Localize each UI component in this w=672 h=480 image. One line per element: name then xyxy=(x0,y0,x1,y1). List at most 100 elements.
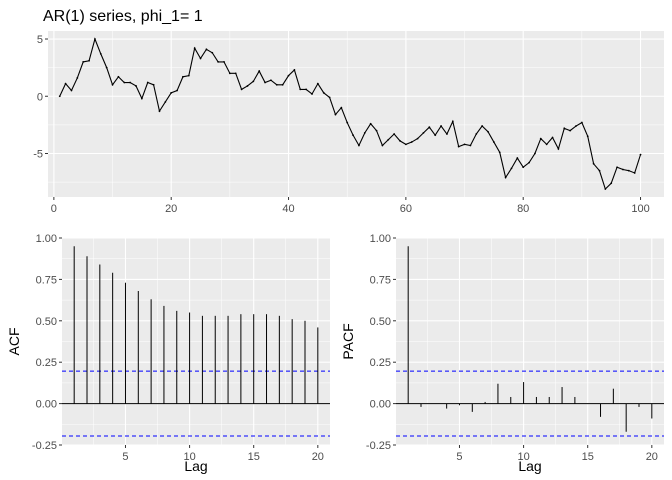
panel-background xyxy=(48,31,664,197)
series-point xyxy=(446,133,448,135)
series-point xyxy=(528,161,530,164)
series-point xyxy=(451,120,454,123)
series-point xyxy=(199,57,202,60)
series-point xyxy=(539,137,542,140)
x-tick-label: 20 xyxy=(646,451,658,463)
series-point xyxy=(129,81,132,84)
series-point xyxy=(88,59,90,62)
y-tick-label: 0.50 xyxy=(370,316,391,328)
series-point xyxy=(487,130,489,133)
series-point xyxy=(463,143,466,146)
series-point xyxy=(510,167,513,170)
x-tick-label: 10 xyxy=(517,451,529,463)
series-point xyxy=(146,81,149,84)
series-point xyxy=(293,69,296,71)
series-point xyxy=(58,95,61,98)
series-point xyxy=(64,82,67,85)
series-point xyxy=(416,137,419,140)
series-point xyxy=(228,72,231,75)
series-point xyxy=(586,135,589,138)
series-point xyxy=(322,91,325,94)
y-tick-label: 0.00 xyxy=(36,399,57,411)
series-point xyxy=(627,169,630,172)
series-point xyxy=(633,172,636,174)
series-point xyxy=(375,129,378,132)
x-tick-label: 60 xyxy=(400,203,412,215)
series-point xyxy=(258,70,261,72)
series-point xyxy=(316,82,319,85)
series-point xyxy=(211,51,214,54)
series-point xyxy=(492,141,495,143)
x-tick-label: 15 xyxy=(248,451,260,463)
series-point xyxy=(440,125,442,127)
series-point xyxy=(639,153,642,156)
series-point xyxy=(135,85,137,87)
series-point xyxy=(234,72,237,75)
series-point xyxy=(610,182,613,185)
series-point xyxy=(111,83,114,86)
y-tick-label: 0 xyxy=(37,91,43,103)
series-point xyxy=(105,66,108,69)
series-point xyxy=(264,81,266,84)
chart-title: AR(1) series, phi_1= 1 xyxy=(43,8,203,25)
series-point xyxy=(99,52,102,55)
series-point xyxy=(410,141,413,143)
series-point xyxy=(381,144,384,147)
x-axis-label: Lag xyxy=(518,458,541,474)
series-point xyxy=(152,83,155,86)
series-point xyxy=(363,131,366,134)
series-point xyxy=(246,85,249,87)
series-point xyxy=(281,83,284,86)
series-point xyxy=(534,152,536,155)
series-point xyxy=(193,47,196,50)
series-point xyxy=(545,143,548,146)
x-tick-label: 0 xyxy=(51,203,57,215)
y-tick-label: 5 xyxy=(37,34,43,46)
y-tick-label: -0.25 xyxy=(366,440,391,452)
series-point xyxy=(182,75,184,78)
series-point xyxy=(76,77,79,79)
y-tick-label: 0.50 xyxy=(36,316,57,328)
series-point xyxy=(270,79,272,82)
x-tick-label: 20 xyxy=(165,203,177,215)
series-point xyxy=(305,88,308,91)
series-point xyxy=(187,74,190,77)
y-tick-label: 0.75 xyxy=(370,274,391,286)
series-point xyxy=(504,176,507,179)
series-point xyxy=(575,125,577,127)
series-point xyxy=(217,61,220,63)
series-line xyxy=(59,37,642,191)
series-point xyxy=(399,140,401,142)
series-point xyxy=(404,143,407,146)
series-point xyxy=(346,121,349,124)
series-point xyxy=(70,89,73,92)
y-tick-label: 1.00 xyxy=(36,233,57,245)
series-point xyxy=(498,151,501,154)
x-tick-label: 80 xyxy=(517,203,529,215)
series-point xyxy=(580,121,583,124)
series-point xyxy=(340,106,343,109)
y-tick-label: 0.75 xyxy=(36,274,57,286)
series-point xyxy=(164,101,167,103)
series-point xyxy=(592,162,595,165)
y-tick-label: 1.00 xyxy=(370,233,391,245)
series-point xyxy=(475,133,478,135)
series-point xyxy=(428,126,431,129)
series-point xyxy=(252,80,255,83)
series-point xyxy=(457,145,460,148)
series-panel: 0 20 40 60 80 100 -5 0 5 xyxy=(33,31,664,215)
x-tick-label: 40 xyxy=(282,203,294,215)
x-tick-label: 5 xyxy=(456,451,462,463)
x-tick-label: 100 xyxy=(631,203,649,215)
series-point xyxy=(481,125,484,127)
series-point xyxy=(287,74,290,77)
series-point xyxy=(422,131,425,134)
series-point xyxy=(551,136,554,139)
series-point xyxy=(598,169,601,172)
series-point xyxy=(176,89,178,92)
x-tick-label: 15 xyxy=(582,451,594,463)
series-point xyxy=(223,61,225,63)
series-point xyxy=(299,88,302,91)
y-tick-label: 0.25 xyxy=(36,357,57,369)
